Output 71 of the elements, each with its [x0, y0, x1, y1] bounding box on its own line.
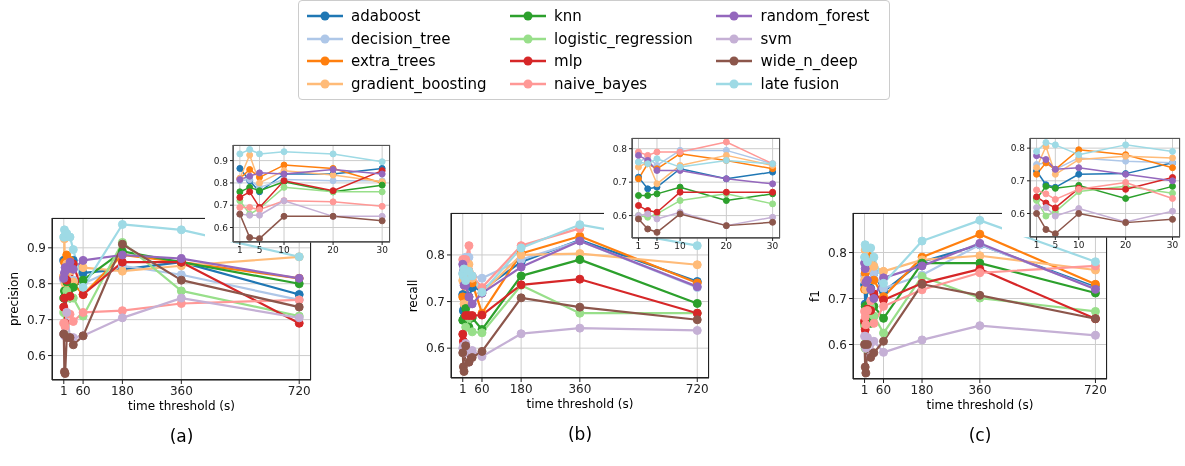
legend-label: knn — [554, 7, 582, 26]
x-tick-label: 20 — [1119, 240, 1132, 251]
legend-label: late fusion — [760, 74, 840, 93]
x-tick-label: 10 — [674, 241, 687, 252]
y-tick-label: 0.7 — [213, 200, 228, 211]
y-tick-label: 0.8 — [1010, 143, 1026, 154]
x-tick-label: 30 — [376, 245, 389, 256]
x-tick-label: 5 — [256, 245, 263, 256]
x-tick-label: 1 — [860, 382, 869, 397]
x-axis-title: time threshold (s) — [128, 399, 235, 413]
y-tick-label: 0.7 — [26, 312, 46, 327]
text: (c) — [968, 425, 992, 445]
x-tick-label: 720 — [1083, 382, 1107, 397]
x-axis-title: time threshold (s) — [526, 397, 634, 411]
legend-label: extra_trees — [351, 52, 436, 71]
y-tick-label: 0.6 — [425, 341, 445, 356]
y-tick-label: 0.6 — [827, 337, 847, 352]
y-axis-title: recall — [406, 279, 420, 312]
x-tick-label: 5 — [654, 241, 660, 252]
y-tick-label: 0.8 — [827, 245, 847, 260]
legend-label: mlp — [554, 52, 583, 71]
text: (b) — [567, 424, 593, 444]
x-tick-label: 720 — [287, 383, 311, 398]
x-tick-label: 60 — [875, 382, 892, 397]
legend-label: logistic_regression — [554, 29, 693, 48]
y-tick-label: 0.6 — [213, 222, 229, 233]
x-tick-label: 1 — [1033, 240, 1040, 251]
x-tick-label: 30 — [766, 241, 779, 252]
x-axis-title: time threshold (s) — [926, 398, 1034, 412]
y-tick-label: 0.9 — [213, 155, 229, 166]
x-tick-label: 1 — [458, 381, 467, 396]
x-tick-label: 1 — [237, 245, 243, 256]
x-tick-label: 60 — [75, 383, 91, 398]
legend-label: decision_tree — [351, 29, 451, 48]
legend-label: wide_n_deep — [760, 52, 858, 71]
x-tick-label: 1 — [59, 383, 68, 398]
x-tick-label: 60 — [474, 381, 490, 396]
y-tick-label: 0.7 — [425, 294, 445, 309]
x-tick-label: 360 — [568, 381, 592, 396]
x-tick-label: 360 — [169, 383, 193, 398]
y-tick-label: 0.6 — [26, 348, 46, 363]
x-tick-label: 180 — [509, 381, 533, 396]
y-tick-label: 0.8 — [612, 143, 628, 154]
y-tick-label: 0.8 — [213, 178, 229, 189]
x-tick-label: 20 — [327, 245, 340, 256]
x-tick-label: 180 — [110, 383, 134, 398]
y-tick-label: 0.7 — [612, 177, 627, 188]
x-tick-label: 5 — [1052, 240, 1059, 251]
y-tick-label: 0.7 — [827, 291, 847, 306]
y-tick-label: 0.8 — [425, 248, 445, 263]
y-axis-title: precision — [7, 271, 21, 327]
y-tick-label: 0.6 — [612, 210, 628, 221]
legend-label: gradient_boosting — [351, 74, 487, 93]
legend-label: adaboost — [351, 7, 421, 26]
text: (a) — [169, 426, 194, 446]
y-tick-label: 0.8 — [26, 276, 46, 291]
y-tick-label: 0.6 — [1010, 208, 1026, 219]
x-tick-label: 360 — [968, 382, 992, 397]
legend-label: random_forest — [760, 7, 870, 26]
x-tick-label: 1 — [635, 241, 642, 252]
x-tick-label: 20 — [720, 241, 733, 252]
x-tick-label: 30 — [1166, 240, 1179, 251]
y-axis-title: f1 — [808, 290, 822, 302]
y-tick-label: 0.9 — [26, 241, 46, 256]
y-tick-label: 0.7 — [1010, 176, 1025, 186]
legend-label: svm — [760, 29, 792, 48]
x-tick-label: 720 — [685, 381, 709, 396]
x-tick-label: 10 — [1073, 240, 1085, 251]
legend-label: naive_bayes — [554, 74, 648, 93]
x-tick-label: 180 — [910, 382, 934, 397]
x-tick-label: 10 — [278, 245, 291, 256]
